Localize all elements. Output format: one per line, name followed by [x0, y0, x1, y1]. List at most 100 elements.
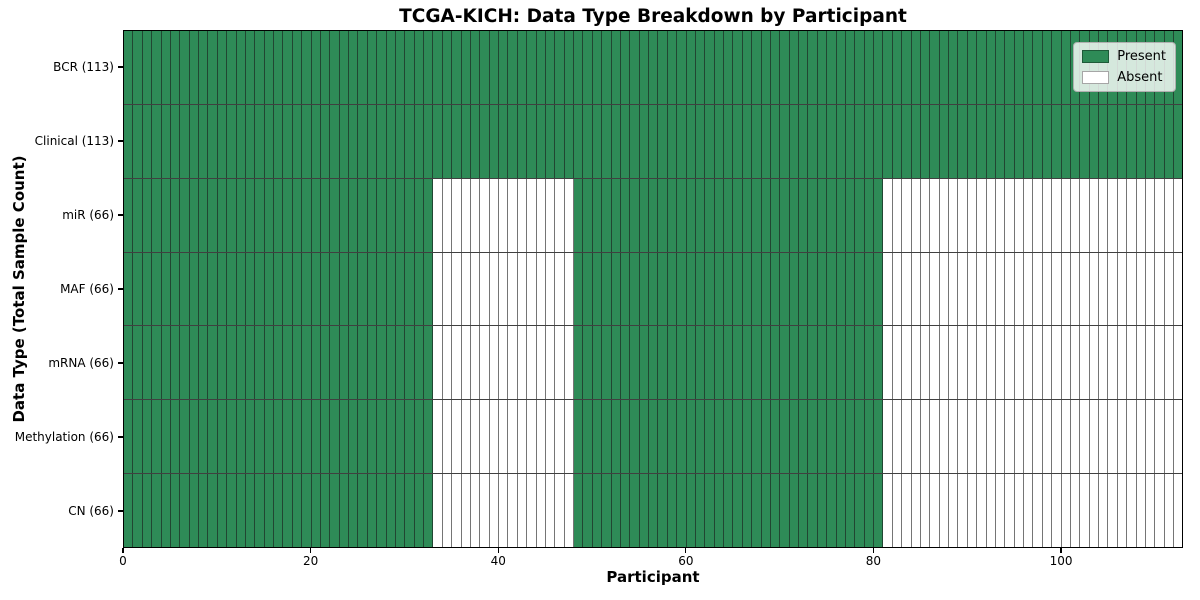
present-swatch	[1082, 50, 1110, 63]
heatmap-cell-present	[592, 31, 603, 104]
heatmap-cell-present	[405, 252, 415, 326]
heatmap-cell-present	[874, 31, 884, 104]
heatmap-cell-present	[770, 252, 781, 326]
heatmap-cell-absent	[1174, 400, 1183, 474]
heatmap-cell-present	[264, 400, 274, 474]
heatmap-cell-present	[386, 252, 396, 326]
heatmap-cell-present	[292, 474, 303, 548]
heatmap-cell-present	[395, 178, 406, 252]
heatmap-row	[124, 104, 1183, 179]
heatmap-cell-present	[827, 252, 837, 326]
heatmap-cell-present	[808, 104, 818, 178]
heatmap-cell-present	[667, 31, 678, 104]
heatmap-cell-present	[302, 31, 312, 104]
heatmap-cell-present	[170, 104, 181, 178]
heatmap-cell-absent	[461, 252, 471, 326]
heatmap-cell-present	[780, 400, 790, 474]
legend: Present Absent	[1073, 42, 1176, 92]
heatmap-cell-present	[799, 252, 809, 326]
heatmap-cell-present	[236, 400, 246, 474]
heatmap-cell-absent	[564, 326, 574, 400]
heatmap-cell-present	[714, 104, 724, 178]
heatmap-cell-present	[424, 400, 434, 474]
heatmap-cell-present	[592, 474, 603, 548]
heatmap-cell-absent	[555, 400, 565, 474]
heatmap-cell-present	[770, 474, 781, 548]
heatmap-cell-present	[339, 400, 349, 474]
heatmap-cell-absent	[1052, 178, 1062, 252]
heatmap-cell-present	[836, 31, 846, 104]
heatmap-cell-present	[236, 474, 246, 548]
heatmap-cell-present	[208, 474, 218, 548]
heatmap-cell-present	[161, 326, 171, 400]
heatmap-cell-absent	[977, 252, 987, 326]
heatmap-cell-present	[827, 474, 837, 548]
heatmap-cell-absent	[1080, 252, 1090, 326]
heatmap-cell-absent	[939, 252, 949, 326]
heatmap-cell-present	[705, 178, 715, 252]
heatmap-cell-present	[255, 104, 265, 178]
heatmap-cell-present	[236, 326, 246, 400]
heatmap-cell-absent	[1099, 252, 1109, 326]
x-tick-mark	[497, 548, 499, 553]
heatmap-cell-present	[611, 252, 621, 326]
heatmap-cell-present	[330, 252, 340, 326]
heatmap-cell-present	[414, 252, 424, 326]
y-tick-label: miR (66)	[62, 207, 114, 222]
heatmap-cell-present	[714, 31, 724, 104]
heatmap-cell-absent	[930, 474, 940, 548]
heatmap-cell-absent	[489, 178, 499, 252]
heatmap-cell-present	[845, 31, 856, 104]
heatmap-cell-present	[789, 104, 799, 178]
heatmap-cell-present	[1136, 104, 1146, 178]
heatmap-cell-present	[274, 326, 284, 400]
heatmap-cell-present	[311, 178, 321, 252]
heatmap-cell-present	[958, 104, 968, 178]
x-tick-mark	[310, 548, 312, 553]
heatmap-cell-present	[1099, 104, 1109, 178]
heatmap-cell-present	[320, 326, 331, 400]
heatmap-cell-absent	[1117, 400, 1128, 474]
heatmap-cell-absent	[1145, 474, 1156, 548]
heatmap-cell-absent	[470, 178, 481, 252]
heatmap-cell-present	[320, 104, 331, 178]
heatmap-cell-absent	[545, 326, 556, 400]
heatmap-cell-present	[883, 104, 893, 178]
heatmap-cell-present	[245, 400, 256, 474]
heatmap-cell-absent	[958, 178, 968, 252]
heatmap-cell-present	[649, 326, 659, 400]
heatmap-cell-present	[611, 178, 621, 252]
heatmap-cell-present	[1164, 104, 1174, 178]
heatmap-cell-absent	[461, 326, 471, 400]
heatmap-cell-absent	[564, 178, 574, 252]
heatmap-cell-present	[227, 178, 237, 252]
heatmap-cell-present	[283, 104, 293, 178]
heatmap-cell-present	[330, 400, 340, 474]
heatmap-cell-absent	[517, 326, 528, 400]
heatmap-cell-present	[386, 326, 396, 400]
heatmap-cell-present	[808, 474, 818, 548]
heatmap-cell-present	[667, 104, 678, 178]
heatmap-cell-absent	[1024, 178, 1034, 252]
heatmap-cell-absent	[470, 252, 481, 326]
heatmap-cell-absent	[508, 474, 518, 548]
heatmap-cell-present	[133, 474, 143, 548]
heatmap-cell-absent	[1005, 474, 1015, 548]
heatmap-cell-present	[695, 474, 706, 548]
heatmap-cell-present	[592, 252, 603, 326]
heatmap-cell-absent	[911, 178, 921, 252]
heatmap-cell-present	[602, 178, 612, 252]
heatmap-cell-present	[245, 474, 256, 548]
heatmap-cell-present	[845, 252, 856, 326]
heatmap-cell-absent	[967, 474, 978, 548]
heatmap-cell-absent	[1005, 326, 1015, 400]
heatmap-cell-present	[649, 104, 659, 178]
heatmap-cell-absent	[452, 252, 462, 326]
heatmap-cell-absent	[920, 400, 931, 474]
heatmap-cell-present	[386, 104, 396, 178]
heatmap-cell-absent	[442, 252, 453, 326]
heatmap-cell-present	[836, 252, 846, 326]
heatmap-cell-absent	[555, 474, 565, 548]
heatmap-cell-present	[874, 178, 884, 252]
heatmap-cell-present	[227, 400, 237, 474]
